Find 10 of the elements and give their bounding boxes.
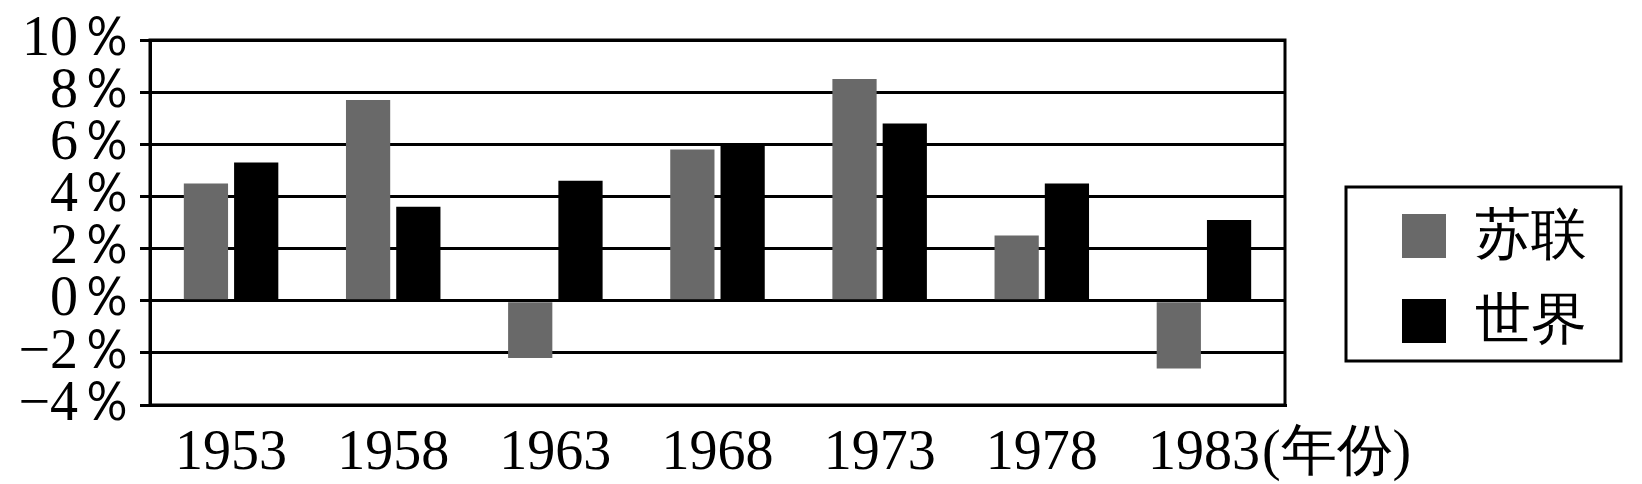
x-tick-label: 1968 <box>661 419 774 482</box>
x-tick-label: 1958 <box>337 419 450 482</box>
x-tick-label: 1978 <box>985 419 1098 482</box>
x-axis-title: (年份) <box>1261 419 1412 483</box>
x-tick-label: 1983 <box>1147 419 1260 482</box>
x-tick-label: 1973 <box>823 419 936 482</box>
x-tick-label: 1953 <box>175 419 288 482</box>
legend-label: 世界 <box>1475 287 1587 350</box>
x-tick-label: 1963 <box>499 419 612 482</box>
legend-label: 苏联 <box>1475 202 1587 265</box>
